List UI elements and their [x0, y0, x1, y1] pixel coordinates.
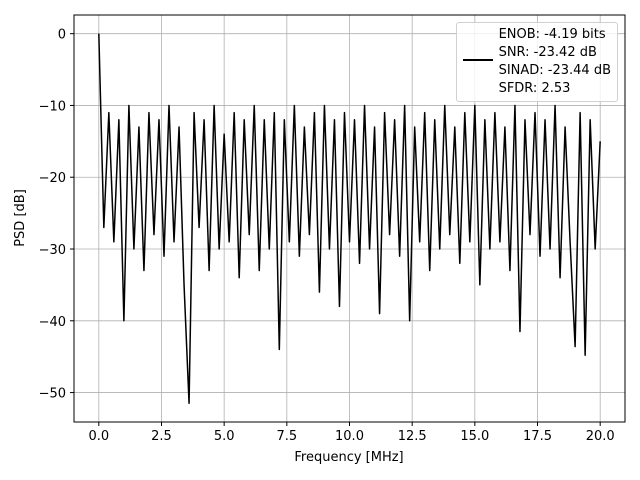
plot-frame: [73, 14, 626, 423]
legend: ENOB: -4.19 bits SNR: -23.42 dB SINAD: -…: [455, 22, 618, 102]
data-line: [98, 33, 601, 405]
x-tick-label: 10.0: [335, 429, 364, 444]
x-tick-label: 15.0: [460, 429, 489, 444]
y-tick-label: −40: [39, 315, 66, 330]
y-axis-label: PSD [dB]: [13, 189, 28, 247]
x-tick-label: 20.0: [586, 429, 615, 444]
y-tick-label: 0: [58, 28, 66, 43]
y-tick-label: −10: [39, 99, 66, 114]
x-tick-label: 7.5: [276, 429, 297, 444]
x-axis-label: Frequency [MHz]: [294, 450, 403, 465]
x-tick-label: 2.5: [151, 429, 172, 444]
x-tick-label: 12.5: [398, 429, 427, 444]
x-tick-label: 17.5: [523, 429, 552, 444]
y-tick-label: −30: [39, 243, 66, 258]
x-tick-label: 0.0: [88, 429, 109, 444]
x-tick-label: 5.0: [214, 429, 235, 444]
y-tick-label: −50: [39, 387, 66, 402]
legend-label: ENOB: -4.19 bits SNR: -23.42 dB SINAD: -…: [498, 27, 611, 96]
y-tick-label: −20: [39, 171, 66, 186]
legend-swatch: [462, 59, 493, 61]
